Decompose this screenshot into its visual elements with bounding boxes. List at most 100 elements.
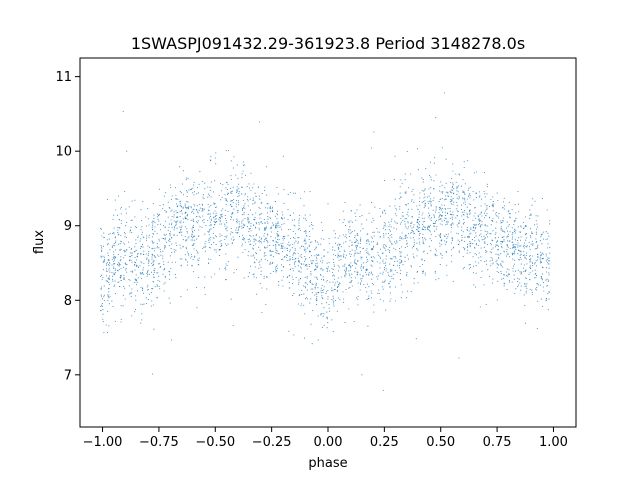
data-point <box>524 283 526 285</box>
data-point <box>547 261 549 263</box>
data-point <box>213 249 215 251</box>
data-point <box>514 232 516 234</box>
data-point <box>148 259 150 261</box>
data-point <box>276 232 278 235</box>
data-point <box>209 217 211 219</box>
data-point <box>515 270 517 272</box>
data-point <box>243 211 245 213</box>
data-point <box>147 245 149 247</box>
data-point <box>244 217 246 220</box>
data-point <box>187 251 189 253</box>
data-point <box>466 229 469 231</box>
data-point <box>315 246 318 248</box>
data-point <box>361 256 363 259</box>
data-point <box>339 282 341 285</box>
data-point <box>474 228 476 230</box>
data-point <box>230 192 232 194</box>
data-point <box>103 260 105 262</box>
data-point <box>214 216 216 218</box>
data-point <box>464 236 466 238</box>
data-point <box>373 219 375 221</box>
data-point <box>196 193 198 195</box>
data-point <box>152 281 154 283</box>
data-point <box>176 244 178 247</box>
data-point <box>267 245 269 247</box>
data-point <box>258 195 260 197</box>
data-point <box>549 223 551 225</box>
data-point <box>263 218 265 221</box>
data-point <box>230 178 232 180</box>
data-point <box>278 239 280 241</box>
data-point <box>357 242 359 244</box>
data-point <box>180 296 182 298</box>
data-point <box>423 243 425 245</box>
data-point <box>185 179 187 181</box>
data-point <box>244 203 246 205</box>
data-point <box>503 205 505 207</box>
data-point <box>472 226 474 228</box>
data-point <box>179 205 181 207</box>
data-point <box>451 248 453 250</box>
data-point <box>407 221 409 223</box>
data-point <box>377 242 379 244</box>
data-point <box>147 284 149 286</box>
data-point <box>502 241 504 243</box>
data-point <box>253 239 255 241</box>
data-point <box>379 207 381 210</box>
data-point <box>446 241 448 243</box>
data-point <box>472 265 475 267</box>
data-point <box>546 238 549 240</box>
data-point <box>421 189 423 192</box>
data-point <box>171 195 173 197</box>
data-point <box>260 270 262 272</box>
data-point <box>129 293 131 295</box>
data-point <box>389 300 391 302</box>
data-point <box>190 206 192 208</box>
data-point <box>187 178 189 180</box>
data-point <box>280 246 282 248</box>
data-point <box>511 247 513 249</box>
data-point <box>371 265 373 267</box>
data-point <box>148 260 150 262</box>
data-point <box>367 253 369 255</box>
data-point <box>439 185 441 188</box>
data-point <box>221 216 223 218</box>
data-point <box>343 256 345 258</box>
data-point <box>187 237 189 239</box>
data-point <box>105 280 107 282</box>
data-point <box>356 234 358 236</box>
data-point <box>208 246 210 248</box>
data-point <box>269 249 271 251</box>
data-point <box>316 258 318 260</box>
data-point <box>303 217 305 219</box>
data-point <box>305 249 307 251</box>
data-point <box>267 218 269 220</box>
data-point <box>470 227 472 229</box>
data-point <box>185 240 187 242</box>
data-point <box>389 235 391 237</box>
data-point <box>184 203 186 205</box>
data-point <box>276 270 278 272</box>
data-point <box>128 260 131 262</box>
data-point <box>478 252 480 254</box>
data-point <box>181 258 183 260</box>
x-axis: −1.00 −0.75 −0.50 −0.25 0.00 0.25 0.50 0.75 1.00 <box>83 427 568 450</box>
data-point <box>383 179 386 182</box>
data-point <box>154 230 156 232</box>
data-point <box>474 207 476 209</box>
data-point <box>106 198 109 200</box>
data-point <box>289 257 291 259</box>
data-point <box>320 290 322 292</box>
data-point <box>111 272 113 274</box>
data-point <box>404 191 406 193</box>
data-point <box>188 236 190 238</box>
data-point <box>472 243 474 245</box>
data-point <box>236 218 238 220</box>
data-point <box>464 203 466 206</box>
data-point <box>430 220 432 222</box>
data-point <box>107 299 109 301</box>
data-point <box>458 357 460 359</box>
data-point <box>135 239 137 241</box>
data-point <box>123 231 125 234</box>
data-point <box>120 208 122 210</box>
